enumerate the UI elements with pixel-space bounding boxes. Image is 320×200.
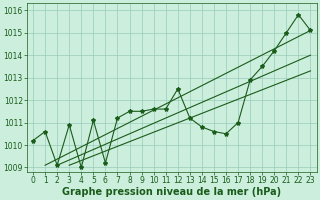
X-axis label: Graphe pression niveau de la mer (hPa): Graphe pression niveau de la mer (hPa) [62, 187, 281, 197]
